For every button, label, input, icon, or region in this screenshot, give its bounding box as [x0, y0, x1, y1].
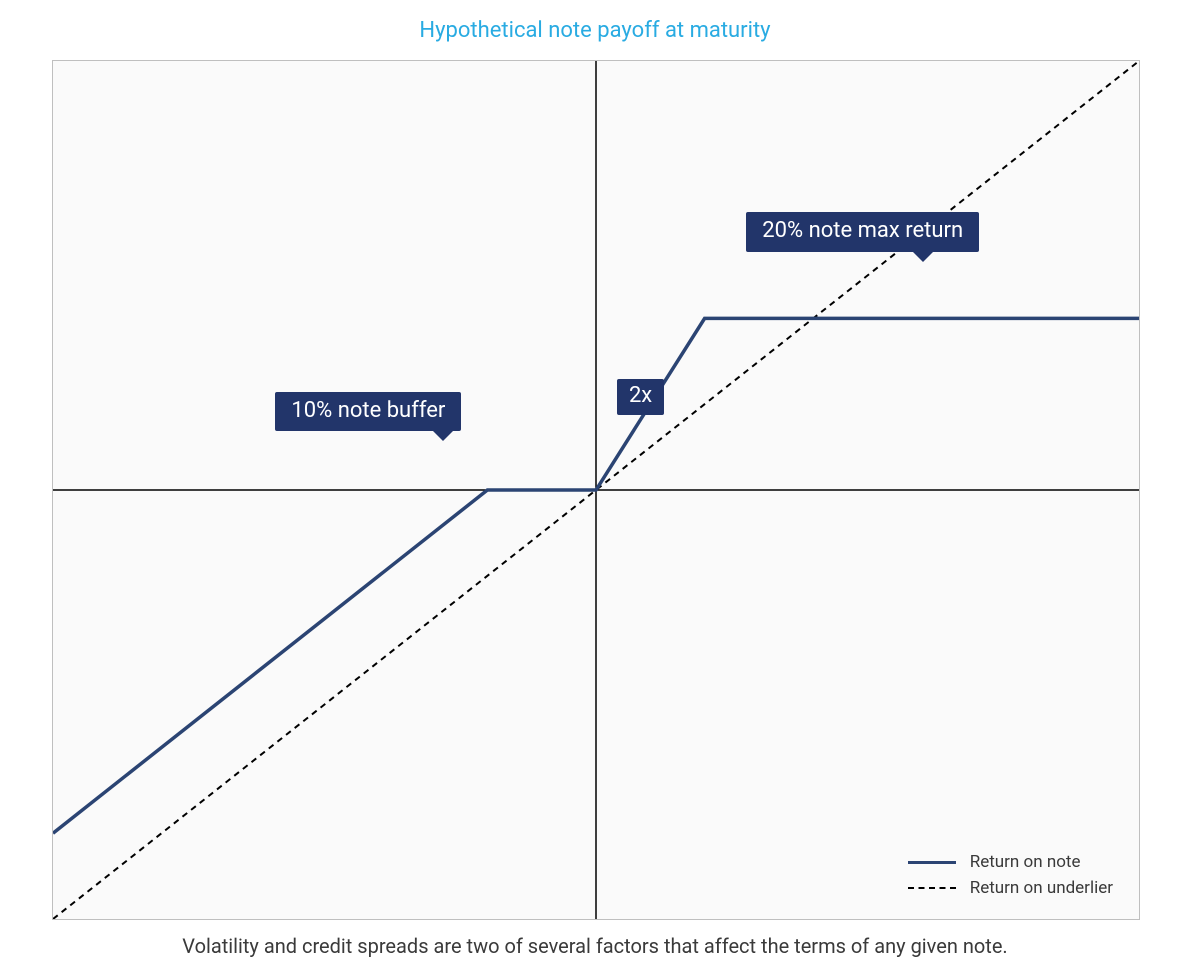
annotation-leverage-label: 2x [629, 383, 652, 408]
chart-title: Hypothetical note payoff at maturity [0, 18, 1190, 43]
legend-item-note: Return on note [908, 849, 1113, 875]
annotation-leverage: 2x [617, 379, 664, 414]
legend-label-underlier: Return on underlier [970, 878, 1113, 898]
annotation-buffer: 10% note buffer [275, 392, 461, 431]
annotation-cap: 20% note max return [746, 212, 979, 251]
legend-swatch-underlier [908, 887, 956, 889]
chart-area: 10% note buffer 20% note max return 2x R… [52, 60, 1140, 920]
annotation-cap-tail [913, 252, 933, 262]
annotation-buffer-label: 10% note buffer [291, 398, 445, 423]
page: Hypothetical note payoff at maturity 10%… [0, 0, 1190, 973]
annotation-buffer-tail [433, 431, 453, 441]
chart-caption: Volatility and credit spreads are two of… [0, 934, 1190, 958]
legend-item-underlier: Return on underlier [908, 875, 1113, 901]
legend-label-note: Return on note [970, 852, 1081, 872]
chart-svg [53, 61, 1139, 919]
annotation-cap-label: 20% note max return [762, 218, 963, 243]
legend-swatch-note [908, 861, 956, 864]
legend: Return on note Return on underlier [908, 849, 1113, 901]
